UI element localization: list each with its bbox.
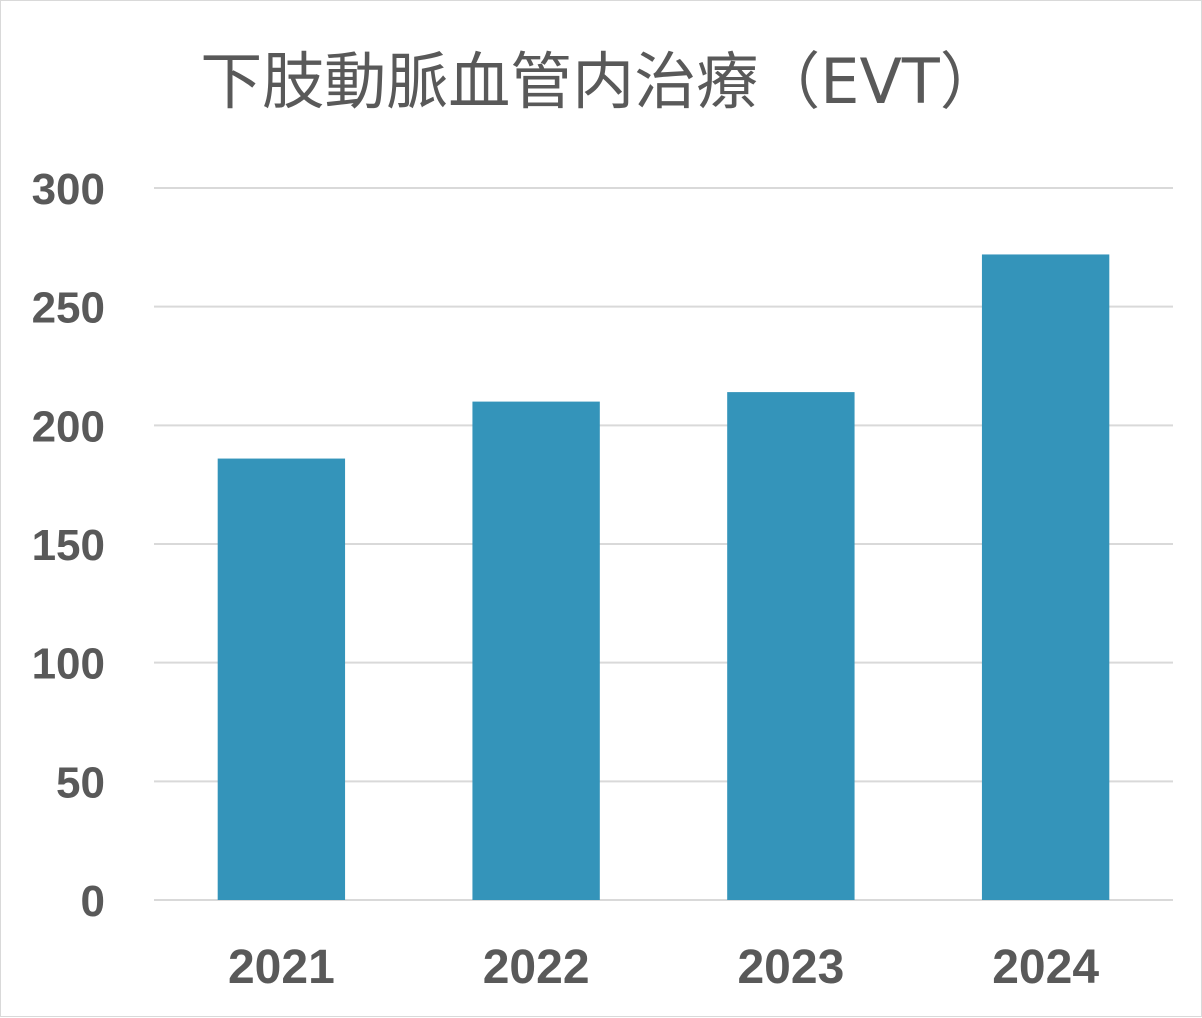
- x-tick-label: 2023: [737, 941, 844, 994]
- x-axis-tick-labels: 2021 2022 2023 2024: [228, 941, 1099, 994]
- bar-2021: [217, 458, 346, 900]
- y-tick-label: 100: [32, 640, 105, 689]
- y-tick-label: 50: [56, 758, 105, 807]
- y-tick-label: 300: [32, 165, 105, 214]
- y-tick-label: 250: [32, 284, 105, 333]
- y-tick-label: 200: [32, 402, 105, 451]
- x-tick-label: 2024: [992, 941, 1099, 994]
- chart-title: 下肢動脈血管内治療（EVT）: [200, 45, 1001, 118]
- bar-2023: [727, 392, 855, 900]
- bars: [217, 254, 1110, 900]
- y-tick-label: 0: [81, 877, 105, 926]
- x-tick-label: 2022: [483, 941, 590, 994]
- y-tick-label: 150: [32, 521, 105, 570]
- y-axis-tick-labels: 0 50 100 150 200 250 300: [32, 165, 105, 926]
- bar-2024: [981, 254, 1110, 900]
- bar-2022: [472, 401, 600, 900]
- x-tick-label: 2021: [228, 941, 335, 994]
